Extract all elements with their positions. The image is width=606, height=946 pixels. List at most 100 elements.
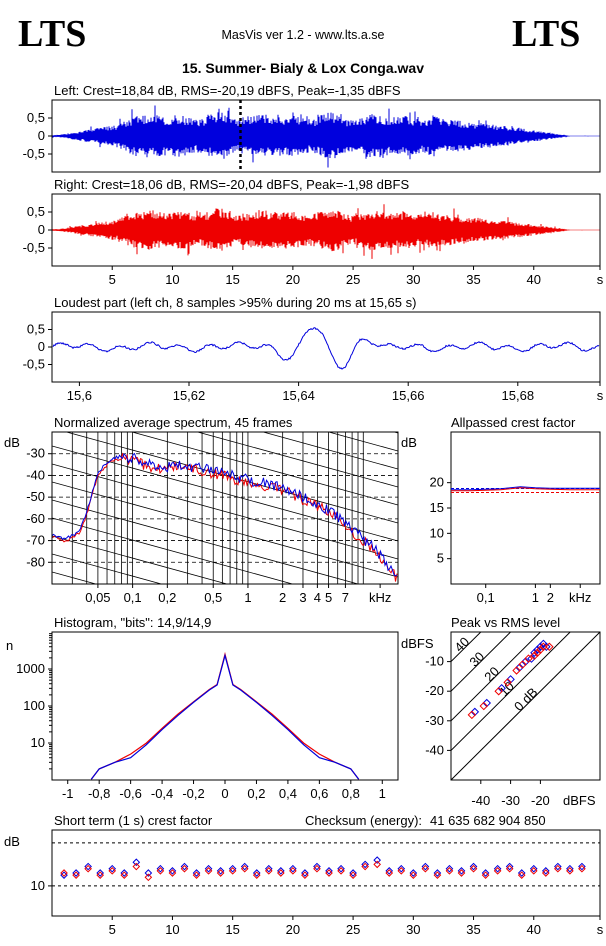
peak-rms-point-right <box>518 660 527 669</box>
short-crest-xtick-label: 25 <box>346 922 360 937</box>
peak-rms-xtick-label: -40 <box>471 793 490 808</box>
short-crest-point-left <box>397 864 406 873</box>
spectrum-xtick-label: 7 <box>342 590 349 605</box>
short-crest-point-left <box>72 869 80 877</box>
short-crest-point-left <box>120 869 129 877</box>
allpass-ytick-label: 15 <box>430 500 444 515</box>
left-channel-title: Left: Crest=18,84 dB, RMS=-20,19 dBFS, P… <box>54 83 401 98</box>
peak-rms-ytick-label: -20 <box>425 683 444 698</box>
short-crest-point-left <box>541 867 550 875</box>
spectrum-ytick-label: -50 <box>26 489 45 504</box>
histogram-xtick-label: 0,8 <box>342 786 360 801</box>
peak-rms-ytick-label: -10 <box>425 654 444 669</box>
spectrum-slope-line <box>196 432 398 488</box>
allpass-title: Allpassed crest factor <box>451 415 576 430</box>
peak-rms-frame <box>450 631 601 781</box>
short-crest-xtick-label: s <box>597 922 604 937</box>
short-crest-point-left <box>578 862 586 871</box>
right-xtick-label: 10 <box>165 272 179 287</box>
right-channel-title: Right: Crest=18,06 dB, RMS=-20,04 dBFS, … <box>54 177 409 192</box>
loudest-ytick-label: 0,5 <box>27 322 45 337</box>
peak-rms-point-right <box>530 651 539 660</box>
short-crest-point-right <box>132 862 141 871</box>
short-crest-ytick-label: 10 <box>31 878 45 893</box>
short-crest-point-right <box>433 871 442 879</box>
peak-rms-crest-line <box>451 632 482 663</box>
spectrum-slope-line <box>327 432 398 452</box>
short-crest-point-left <box>529 864 538 873</box>
peak-rms-crest-line <box>451 632 571 752</box>
short-crest-point-left <box>84 862 92 871</box>
peak-rms-point-right <box>479 701 489 711</box>
spectrum-slope-line <box>52 463 398 560</box>
short-crest-xtick-label: 30 <box>406 922 420 937</box>
short-crest-ylabel: dB <box>4 834 20 849</box>
right-ytick-label: -0,5 <box>23 240 45 255</box>
histogram-xtick-label: -0,8 <box>88 786 110 801</box>
short-crest-point-left <box>409 869 418 877</box>
short-crest-point-right <box>445 867 454 875</box>
histogram-title: Histogram, "bits": 14,9/14,9 <box>54 615 211 630</box>
right-xtick-label: 15 <box>225 272 239 287</box>
short-crest-xtick-label: 35 <box>466 922 480 937</box>
short-crest-point-right <box>60 869 68 877</box>
checksum-value: 41 635 682 904 850 <box>430 813 546 828</box>
loudest-ytick-label: 0 <box>38 339 45 354</box>
short-crest-point-left <box>144 869 153 877</box>
loudest-frame <box>51 311 601 383</box>
loudest-signal <box>52 327 600 370</box>
allpass-ylabel: dB <box>401 435 417 450</box>
spectrum-ytick-label: -60 <box>26 511 45 526</box>
loudest-xtick-label: 15,64 <box>282 388 315 403</box>
peak-rms-crest-line <box>451 632 600 780</box>
peak-rms-point-left <box>470 707 480 717</box>
short-crest-point-right <box>469 864 478 873</box>
peak-rms-point-right <box>494 686 503 696</box>
short-crest-point-right <box>481 871 490 879</box>
spectrum-title: Normalized average spectrum, 45 frames <box>54 415 293 430</box>
short-crest-point-right <box>421 864 430 873</box>
histogram-ylabel: n <box>6 638 13 653</box>
histogram-ytick-label: 1000 <box>16 661 45 676</box>
peak-rms-ytick-label: -40 <box>425 742 444 757</box>
spectrum-plot: -30 -40 -50 -60 -70 -80 0,05 0,1 0,2 0,5 1 2 3 4 5 7 kHz <box>26 431 399 605</box>
spectrum-slope-line <box>52 553 163 584</box>
allpass-ytick-label: 5 <box>437 551 444 566</box>
short-crest-point-right <box>361 862 369 871</box>
loudest-xtick-label: 15,62 <box>173 388 206 403</box>
spectrum-grid <box>52 432 398 584</box>
allpass-xtick-label: kHz <box>569 590 591 605</box>
short-crest-point-right <box>277 869 285 877</box>
short-crest-point-left <box>168 867 177 875</box>
short-crest-point-left <box>180 862 189 871</box>
short-crest-point-left <box>493 864 502 873</box>
short-crest-point-right <box>349 871 357 879</box>
logo-right: LTS <box>512 13 580 55</box>
short-crest-point-right <box>204 867 213 875</box>
short-crest-point-left <box>277 867 285 875</box>
right-xtick-label: 35 <box>466 272 480 287</box>
peak-rms-point-right <box>536 645 545 655</box>
spectrum-slope-line <box>52 481 398 578</box>
spectrum-slope-line <box>52 517 294 584</box>
short-crest-point-left <box>481 869 490 877</box>
right-xtick-label: 40 <box>527 272 541 287</box>
short-term-crest-plot: 10 5 10 15 20 25 30 35 40 s <box>31 829 604 937</box>
short-crest-xtick-label: 5 <box>109 922 116 937</box>
short-crest-point-right <box>517 871 526 879</box>
short-crest-point-left <box>445 864 454 873</box>
loudest-xtick-label: 15,68 <box>502 388 535 403</box>
short-crest-point-right <box>541 869 550 877</box>
peak-rms-title: Peak vs RMS level <box>451 615 560 630</box>
loudest-ytick-label: -0,5 <box>23 357 45 372</box>
short-crest-xtick-label: 20 <box>286 922 300 937</box>
spectrum-ytick-label: -80 <box>26 554 45 569</box>
peak-rms-point-right <box>533 648 542 657</box>
short-crest-point-left <box>60 871 68 879</box>
peak-rms-crest-line <box>451 632 512 692</box>
loudest-xtick-label: 15,6 <box>67 388 92 403</box>
short-crest-point-left <box>96 869 104 877</box>
short-crest-point-right <box>337 867 345 875</box>
short-crest-point-left <box>421 862 430 871</box>
app-version: MasVis ver 1.2 - www.lts.a.se <box>221 28 384 42</box>
